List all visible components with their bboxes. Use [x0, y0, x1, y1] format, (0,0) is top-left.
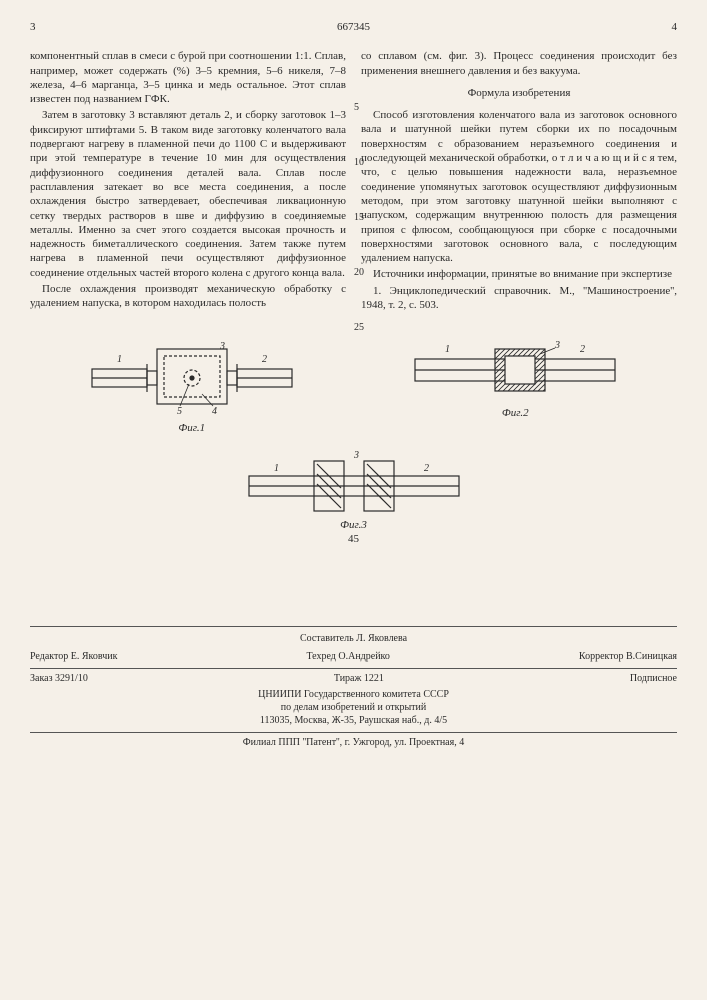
fig1-svg: 1 3 2 4 5 [82, 334, 302, 419]
page-header: 3 667345 4 [30, 20, 677, 34]
line-marker: 25 [354, 321, 364, 334]
fig3-label-2: 2 [424, 463, 429, 474]
fig3-caption: Фиг.3 [239, 518, 469, 532]
corrector: Корректор В.Синицкая [579, 650, 677, 663]
fig3-label-3: 3 [353, 450, 359, 461]
fig3-svg: 1 3 2 [239, 446, 469, 516]
org-block: ЦНИИПИ Государственного комитета СССР по… [30, 688, 677, 727]
line-marker: 20 [354, 266, 364, 279]
order-row: Заказ 3291/10 Тираж 1221 Подписное [30, 672, 677, 685]
figure-3: 1 3 2 Фиг.3 45 [239, 446, 469, 547]
right-column: со сплавом (см. фиг. 3). Процесс соедине… [361, 49, 677, 314]
line-marker: 5 [354, 101, 364, 114]
org-line-2: по делам изобретений и открытий [30, 701, 677, 714]
left-para-1: компонентный сплав в смеси с бурой при с… [30, 49, 346, 106]
footer-divider-1: Заказ 3291/10 Тираж 1221 Подписное ЦНИИП… [30, 668, 677, 727]
techred: Техред О.Андрейко [306, 650, 389, 663]
fig1-label-3: 3 [219, 341, 225, 352]
fig1-label-1: 1 [117, 354, 122, 365]
filial-line: Филиал ППП ''Патент'', г. Ужгород, ул. П… [30, 732, 677, 749]
subscription: Подписное [630, 672, 677, 685]
figure-2: 1 3 2 Фиг.2 [405, 334, 625, 435]
fig1-caption: Фиг.1 [82, 421, 302, 435]
sources-intro: Источники информации, принятые во вниман… [361, 267, 677, 281]
fig3-bottom-number: 45 [239, 532, 469, 546]
right-para-2: Способ изготовления коленчатого вала из … [361, 108, 677, 265]
fig1-label-5: 5 [177, 406, 182, 417]
org-address: 113035, Москва, Ж-35, Раушская наб., д. … [30, 714, 677, 727]
fig2-caption: Фиг.2 [405, 406, 625, 420]
left-para-3: После охлаждения производят механическую… [30, 282, 346, 311]
credits-row: Редактор Е. Яковчик Техред О.Андрейко Ко… [30, 650, 677, 663]
fig1-label-2: 2 [262, 354, 267, 365]
footer: Составитель Л. Яковлева Редактор Е. Яков… [30, 626, 677, 749]
formula-title: Формула изобретения [361, 86, 677, 100]
document-number: 667345 [36, 20, 672, 34]
figure-1: 1 3 2 4 5 Фиг.1 [82, 334, 302, 435]
left-column: компонентный сплав в смеси с бурой при с… [30, 49, 346, 314]
right-para-1: со сплавом (см. фиг. 3). Процесс соедине… [361, 49, 677, 78]
fig1-label-4: 4 [212, 406, 217, 417]
order-number: Заказ 3291/10 [30, 672, 88, 685]
org-line-1: ЦНИИПИ Государственного комитета СССР [30, 688, 677, 701]
fig2-label-2: 2 [580, 344, 585, 355]
line-marker: 15 [354, 211, 364, 224]
line-marker: 10 [354, 156, 364, 169]
figures-row-1: 1 3 2 4 5 Фиг.1 [30, 334, 677, 435]
compiler: Составитель Л. Яковлева [30, 632, 677, 645]
fig2-svg: 1 3 2 [405, 334, 625, 404]
line-number-markers: 5 10 15 20 25 [354, 49, 364, 334]
fig2-label-3: 3 [554, 340, 560, 351]
tirage: Тираж 1221 [334, 672, 384, 685]
figures-area: 1 3 2 4 5 Фиг.1 [30, 334, 677, 546]
source-1: 1. Энциклопедический справочник. М., ''М… [361, 284, 677, 313]
text-body: компонентный сплав в смеси с бурой при с… [30, 49, 677, 314]
fig3-label-1: 1 [274, 463, 279, 474]
page-number-right: 4 [672, 20, 678, 34]
fig2-label-1: 1 [445, 344, 450, 355]
editor: Редактор Е. Яковчик [30, 650, 117, 663]
left-para-2: Затем в заготовку 3 вставляют деталь 2, … [30, 108, 346, 280]
